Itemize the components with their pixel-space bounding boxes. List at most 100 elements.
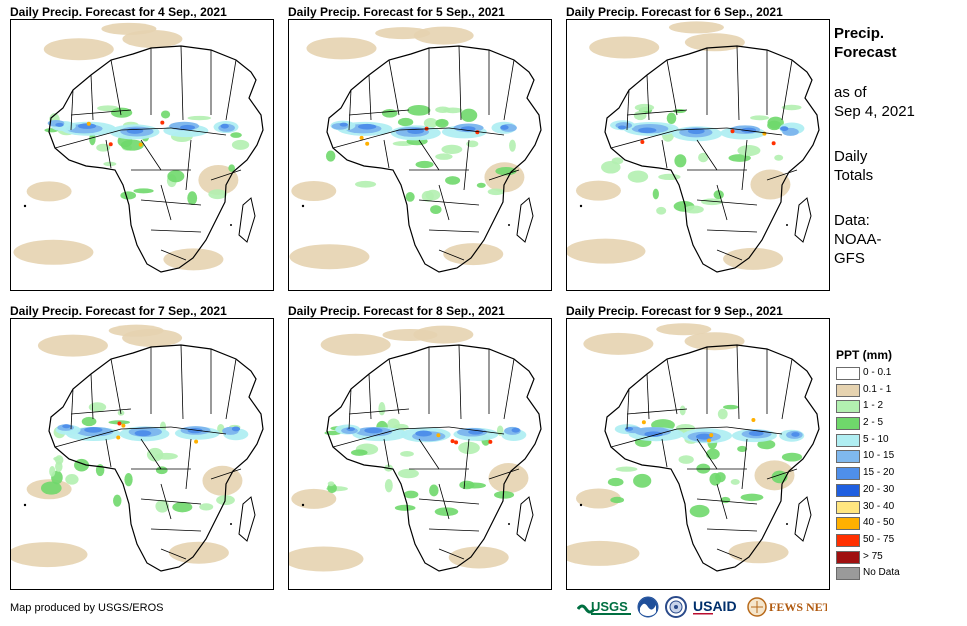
island-marker bbox=[508, 224, 510, 226]
drizzle-area bbox=[723, 247, 784, 270]
heavy-rain bbox=[346, 427, 355, 432]
country-border bbox=[610, 428, 678, 448]
madagascar-outline bbox=[516, 197, 534, 243]
forecast-map bbox=[566, 318, 830, 590]
legend-label: 20 - 30 bbox=[863, 483, 895, 495]
madagascar-outline bbox=[238, 197, 256, 243]
light-rain-area bbox=[397, 468, 419, 479]
light-rain-area bbox=[124, 472, 133, 487]
light-rain-area bbox=[494, 491, 515, 499]
country-border bbox=[160, 249, 187, 261]
light-rain-area bbox=[160, 110, 171, 119]
country-border bbox=[706, 528, 758, 532]
noaa-logo bbox=[637, 596, 659, 618]
drizzle-area bbox=[567, 238, 646, 264]
country-border bbox=[398, 426, 450, 430]
drizzle-area bbox=[43, 38, 114, 61]
drizzle-area bbox=[163, 248, 224, 271]
dod-seal-logo bbox=[665, 596, 687, 618]
side-totals-line1: Daily bbox=[834, 148, 868, 165]
drizzle-area bbox=[306, 37, 377, 60]
light-rain-area bbox=[717, 408, 728, 420]
country-border bbox=[661, 438, 668, 468]
light-rain-area bbox=[698, 152, 709, 163]
country-border bbox=[160, 184, 172, 221]
country-border bbox=[736, 45, 740, 121]
drizzle-area bbox=[37, 334, 108, 357]
light-rain-area bbox=[774, 154, 784, 161]
light-rain-area bbox=[113, 494, 122, 507]
country-border bbox=[150, 229, 202, 233]
intense-rain-cell bbox=[86, 121, 91, 126]
drizzle-area bbox=[488, 463, 529, 494]
country-border bbox=[696, 498, 758, 505]
heavy-rain bbox=[624, 426, 634, 431]
light-rain-area bbox=[684, 205, 704, 214]
country-border bbox=[646, 373, 650, 420]
light-rain-area bbox=[781, 104, 802, 111]
country-border bbox=[70, 109, 132, 116]
light-rain-area bbox=[403, 490, 419, 499]
country-border bbox=[388, 59, 400, 116]
side-info: Precip. Forecast as of Sep 4, 2021 Daily… bbox=[834, 24, 959, 268]
country-border bbox=[736, 344, 740, 420]
country-border bbox=[368, 373, 372, 420]
intense-rain-cell bbox=[116, 435, 121, 440]
country-border bbox=[110, 358, 122, 415]
country-border bbox=[438, 483, 450, 520]
country-border bbox=[463, 438, 470, 490]
country-border bbox=[488, 468, 520, 480]
light-rain-area bbox=[435, 153, 453, 160]
light-rain-area bbox=[459, 480, 475, 490]
light-rain-area bbox=[327, 481, 335, 487]
heavy-rain bbox=[511, 427, 520, 433]
country-border bbox=[448, 426, 505, 435]
country-border bbox=[428, 528, 480, 532]
light-rain-area bbox=[172, 501, 193, 513]
light-rain-area bbox=[146, 447, 164, 462]
drizzle-area bbox=[575, 180, 621, 201]
country-border bbox=[398, 127, 450, 131]
country-border bbox=[54, 428, 122, 448]
country-border bbox=[332, 428, 400, 448]
intense-rain-cell bbox=[751, 417, 756, 422]
africa-map-svg bbox=[11, 324, 264, 572]
usaid-logo: USAID bbox=[693, 598, 737, 615]
legend-label: 0.1 - 1 bbox=[863, 383, 892, 395]
map-credit: Map produced by USGS/EROS bbox=[10, 602, 164, 614]
intense-rain-cell bbox=[640, 139, 645, 144]
intense-rain-cell bbox=[436, 433, 441, 438]
light-rain-area bbox=[110, 107, 133, 118]
drizzle-area bbox=[291, 488, 337, 509]
drizzle-area bbox=[728, 541, 789, 564]
country-border bbox=[503, 358, 515, 420]
light-rain-area bbox=[407, 104, 431, 116]
drizzle-area bbox=[289, 546, 364, 572]
country-border bbox=[716, 483, 728, 520]
country-border bbox=[348, 408, 410, 415]
country-border bbox=[666, 358, 678, 415]
country-border bbox=[696, 139, 718, 171]
country-border bbox=[741, 438, 748, 490]
legend-label: 0 - 0.1 bbox=[863, 367, 892, 378]
country-border bbox=[726, 426, 783, 435]
intense-rain-cell bbox=[707, 438, 712, 443]
side-title-line2: Forecast bbox=[834, 44, 897, 61]
intense-rain-cell bbox=[194, 439, 199, 444]
light-rain-area bbox=[434, 507, 459, 516]
legend-swatch bbox=[836, 383, 860, 397]
light-rain-area bbox=[658, 173, 681, 181]
africa-map-svg bbox=[567, 323, 820, 572]
side-data-line3: GFS bbox=[834, 250, 865, 267]
country-border bbox=[696, 199, 758, 206]
madagascar-outline bbox=[238, 496, 256, 542]
island-marker bbox=[301, 503, 305, 507]
light-rain-area bbox=[231, 139, 250, 150]
intense-rain-cell bbox=[454, 440, 459, 445]
light-rain-area bbox=[155, 499, 170, 513]
heavy-rain bbox=[339, 122, 348, 127]
country-border bbox=[348, 89, 352, 131]
light-rain-area bbox=[88, 402, 107, 412]
country-border bbox=[160, 483, 172, 520]
side-title-line1: Precip. bbox=[834, 25, 885, 42]
